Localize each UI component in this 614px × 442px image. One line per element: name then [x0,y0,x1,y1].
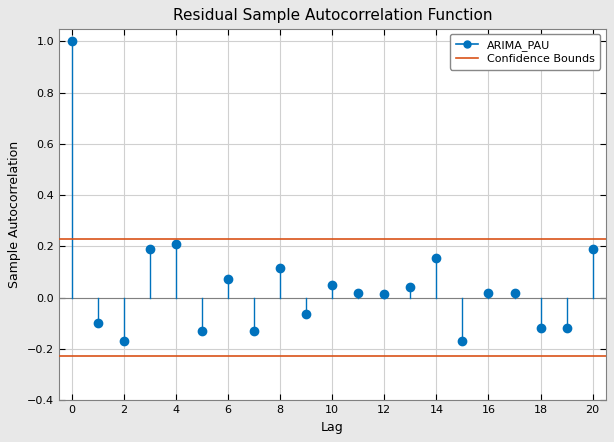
X-axis label: Lag: Lag [321,421,344,434]
Legend: ARIMA_PAU, Confidence Bounds: ARIMA_PAU, Confidence Bounds [450,34,600,69]
Y-axis label: Sample Autocorrelation: Sample Autocorrelation [9,141,21,288]
Title: Residual Sample Autocorrelation Function: Residual Sample Autocorrelation Function [173,8,492,23]
